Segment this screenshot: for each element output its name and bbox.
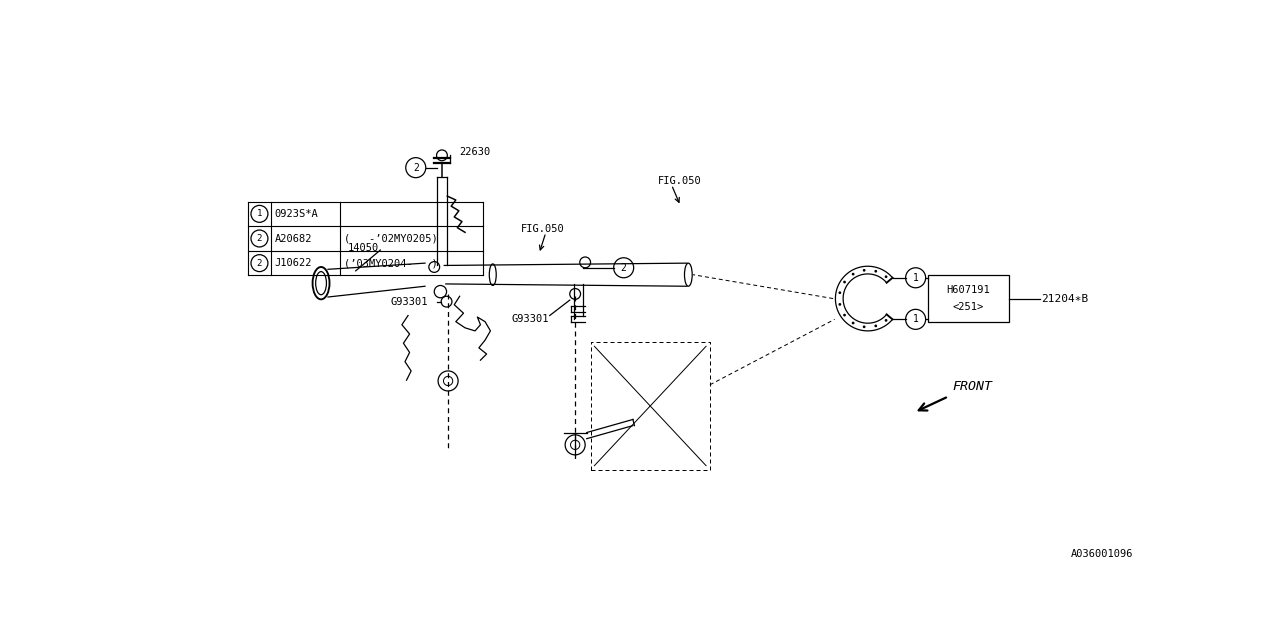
Circle shape <box>838 303 841 306</box>
Circle shape <box>884 275 887 278</box>
Bar <box>928 275 1009 323</box>
Text: 2: 2 <box>257 234 262 243</box>
Circle shape <box>863 269 865 272</box>
Text: FIG.050: FIG.050 <box>658 176 701 186</box>
Text: FIG.050: FIG.050 <box>521 224 564 234</box>
Text: G93301: G93301 <box>511 314 549 324</box>
Circle shape <box>863 325 865 328</box>
Circle shape <box>874 270 877 273</box>
Circle shape <box>884 319 887 322</box>
Circle shape <box>851 273 855 275</box>
Text: (   -’02MY0205): ( -’02MY0205) <box>344 234 438 243</box>
Text: 2: 2 <box>257 259 262 268</box>
Text: 14050: 14050 <box>348 243 379 253</box>
Text: A20682: A20682 <box>275 234 312 243</box>
Text: FRONT: FRONT <box>952 380 992 393</box>
Circle shape <box>844 281 846 284</box>
Circle shape <box>851 322 855 324</box>
Text: <251>: <251> <box>952 302 984 312</box>
Text: H607191: H607191 <box>946 285 991 295</box>
Text: 0923S*A: 0923S*A <box>275 209 319 219</box>
Circle shape <box>844 314 846 316</box>
Text: J10622: J10622 <box>275 258 312 268</box>
Text: 21204∗B: 21204∗B <box>1041 294 1088 303</box>
Text: 1: 1 <box>913 314 919 324</box>
Text: G93301: G93301 <box>390 296 428 307</box>
Text: 2: 2 <box>413 163 419 173</box>
Text: 1: 1 <box>913 273 919 283</box>
Text: (’03MY0204-   ): (’03MY0204- ) <box>344 258 438 268</box>
Text: 1: 1 <box>257 209 262 218</box>
Circle shape <box>838 291 841 294</box>
Text: A036001096: A036001096 <box>1071 549 1133 559</box>
Circle shape <box>874 324 877 327</box>
Text: 22630: 22630 <box>460 147 492 157</box>
Text: 2: 2 <box>621 263 627 273</box>
